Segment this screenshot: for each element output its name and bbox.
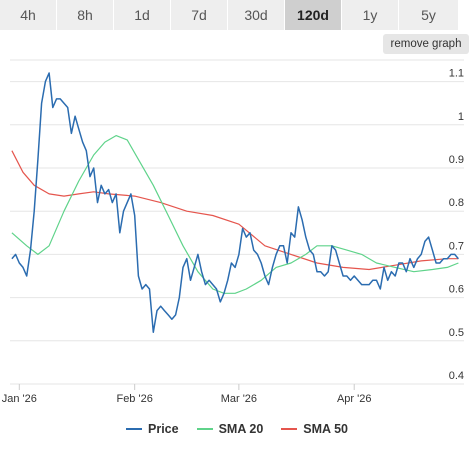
- y-tick-label: 1.1: [449, 68, 464, 80]
- tab-7d[interactable]: 7d: [171, 0, 227, 30]
- sma50-line: [11, 150, 459, 271]
- tab-5y[interactable]: 5y: [399, 0, 458, 30]
- tab-120d[interactable]: 120d: [285, 0, 341, 30]
- price-swatch-icon: [126, 428, 142, 430]
- y-tick-label: 0.5: [449, 327, 464, 339]
- legend-item-price[interactable]: Price: [126, 419, 179, 439]
- timeframe-tabs: 4h 8h 1d 7d 30d 120d 1y 5y: [0, 0, 474, 30]
- sma20-line: [11, 135, 459, 294]
- x-tick-label: Jan '26: [2, 393, 37, 405]
- legend-label-sma20: SMA 20: [218, 422, 264, 436]
- series-layer: [11, 72, 459, 333]
- grid-layer: [10, 59, 464, 385]
- legend-label-sma50: SMA 50: [303, 422, 348, 436]
- sma20-swatch-icon: [196, 428, 213, 430]
- tab-8h[interactable]: 8h: [57, 0, 113, 30]
- y-tick-label: 0.8: [449, 197, 464, 209]
- tab-1d[interactable]: 1d: [114, 0, 170, 30]
- price-line: [11, 72, 459, 333]
- y-axis: 0.4 0.5 0.6 0.7 0.8 0.9 1 1.1: [449, 68, 464, 382]
- y-tick-label: 0.4: [449, 370, 464, 382]
- sma50-swatch-icon: [281, 428, 298, 430]
- legend: Price SMA 20 SMA 50: [0, 419, 474, 439]
- x-tick-label: Apr '26: [337, 393, 372, 405]
- tab-4h[interactable]: 4h: [0, 0, 56, 30]
- x-axis: Jan '26 Feb '26 Mar '26 Apr '26: [2, 384, 372, 405]
- x-tick-label: Feb '26: [116, 393, 152, 405]
- x-tick-label: Mar '26: [221, 393, 257, 405]
- remove-graph-button[interactable]: remove graph: [383, 34, 469, 54]
- legend-item-sma20[interactable]: SMA 20: [196, 419, 264, 439]
- y-tick-label: 1: [458, 111, 464, 123]
- legend-item-sma50[interactable]: SMA 50: [281, 419, 348, 439]
- y-tick-label: 0.7: [449, 240, 464, 252]
- legend-label-price: Price: [148, 422, 179, 436]
- y-tick-label: 0.6: [449, 284, 464, 296]
- tab-30d[interactable]: 30d: [228, 0, 284, 30]
- tab-1y[interactable]: 1y: [342, 0, 398, 30]
- y-tick-label: 0.9: [449, 154, 464, 166]
